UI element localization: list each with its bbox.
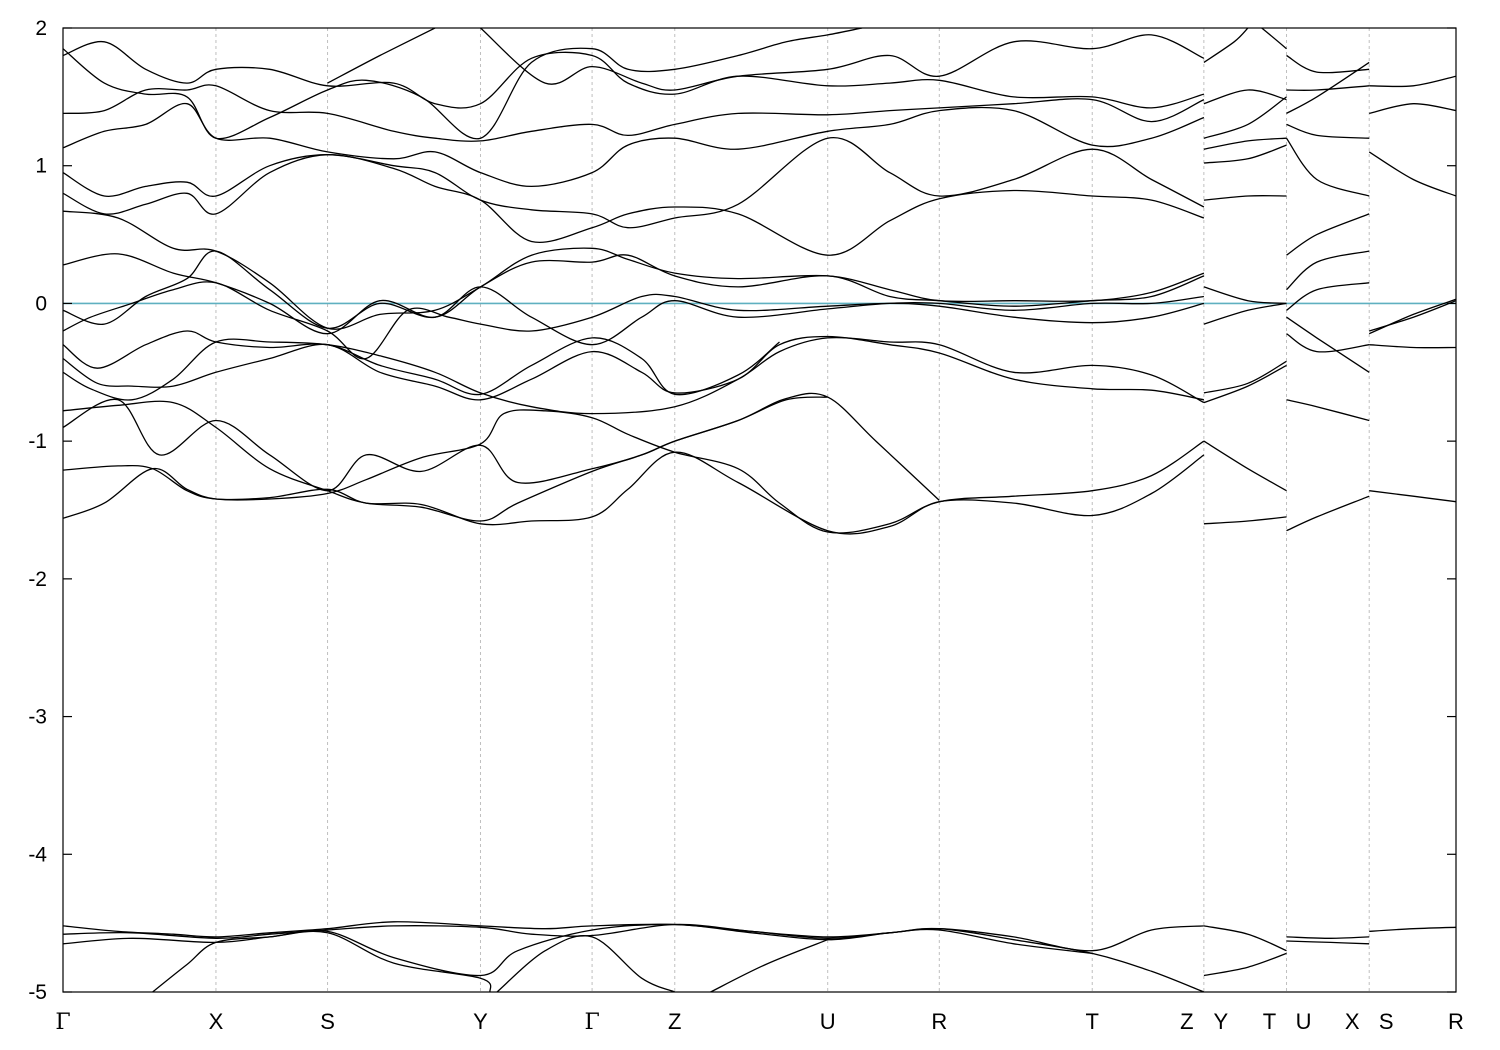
band-9 (1286, 940, 1370, 945)
band-55 (1369, 300, 1456, 332)
kpoint-label-2: S (320, 1009, 335, 1034)
kpoint-label-3: Y (473, 1009, 488, 1034)
ytick-label-1: -4 (28, 843, 47, 866)
band-11 (63, 409, 1205, 534)
band-47 (1286, 213, 1370, 256)
band-46 (1286, 250, 1370, 291)
band-28 (327, 28, 436, 84)
band-17 (63, 330, 780, 396)
band-40 (1203, 96, 1287, 139)
kpoint-label-1: X (209, 1009, 224, 1034)
kpoint-label-11: T (1263, 1009, 1276, 1034)
band-25 (63, 84, 1205, 142)
kpoint-label-4: Γ (584, 1010, 599, 1035)
kpoint-label-10: Y (1214, 1009, 1229, 1034)
band-60 (1369, 75, 1456, 88)
band-30 (1203, 286, 1287, 305)
band-42 (1261, 28, 1287, 50)
band-32 (1203, 364, 1287, 404)
band-52 (1286, 54, 1370, 74)
band-23 (63, 136, 1205, 229)
ytick-label-2: -3 (28, 706, 47, 729)
band-0 (63, 921, 1204, 952)
band-54 (1286, 495, 1370, 532)
kpoint-label-12: U (1296, 1009, 1312, 1034)
band-35 (1203, 516, 1287, 525)
ytick-label-6: 1 (35, 155, 47, 178)
band-26 (63, 40, 1205, 109)
plot-frame (62, 27, 1457, 993)
band-24 (63, 103, 1205, 188)
band-15 (63, 336, 1205, 415)
band-22 (63, 154, 1205, 256)
band-34 (1203, 440, 1287, 492)
band-13 (63, 392, 940, 501)
ytick-label-4: -1 (28, 430, 47, 453)
ytick-label-5: 0 (35, 292, 47, 315)
band-4 (496, 935, 676, 992)
band-37 (1203, 144, 1287, 164)
kpoint-label-8: T (1086, 1009, 1099, 1034)
kpoint-label-0: Γ (55, 1010, 70, 1035)
ytick-label-3: -2 (28, 568, 47, 591)
band-lines (63, 28, 1456, 992)
band-27 (63, 28, 863, 140)
ytick-label-7: 2 (35, 17, 47, 40)
band-50 (1286, 85, 1370, 91)
kpoint-label-9: Z (1180, 1009, 1193, 1034)
ytick-label-0: -5 (28, 981, 47, 1004)
band-12 (63, 451, 1205, 535)
band-14 (63, 396, 828, 522)
band-41 (1203, 28, 1249, 63)
band-18 (63, 281, 1205, 360)
kpoint-label-14: S (1379, 1009, 1394, 1034)
band-36 (1203, 195, 1287, 201)
band-20 (63, 253, 1205, 335)
band-45 (1286, 282, 1370, 311)
band-29 (480, 28, 1205, 91)
band-56 (1368, 298, 1456, 335)
band-10 (1369, 926, 1456, 933)
band-38 (1203, 137, 1287, 150)
kpoint-label-15: R (1448, 1009, 1464, 1034)
band-49 (1286, 123, 1370, 139)
band-57 (1369, 344, 1456, 349)
band-1 (63, 923, 1205, 992)
grid-lines (215, 28, 1370, 992)
band-2 (63, 923, 1093, 977)
band-19 (63, 250, 1204, 346)
band-44 (1286, 333, 1370, 353)
band-3 (152, 930, 492, 992)
kpoint-label-13: X (1345, 1009, 1360, 1034)
band-61 (1369, 490, 1456, 503)
band-48 (1285, 137, 1370, 197)
kpoint-label-5: Z (668, 1009, 681, 1034)
band-8 (1286, 936, 1370, 939)
band-16 (63, 335, 1205, 401)
band-53 (1286, 399, 1370, 422)
band-7 (1203, 952, 1287, 977)
y-axis: -5 -4 -3 -2 -1 0 1 2 (28, 17, 1456, 1004)
band-31 (1203, 302, 1287, 325)
band-59 (1369, 103, 1456, 115)
band-6 (1203, 925, 1287, 952)
band-58 (1368, 151, 1456, 197)
kpoint-label-7: R (931, 1009, 947, 1034)
band-33 (1203, 360, 1287, 394)
band-43 (1286, 316, 1370, 373)
band-5 (710, 939, 828, 992)
band-21 (63, 210, 1205, 330)
kpoint-label-6: U (820, 1009, 836, 1034)
band-39 (1203, 89, 1287, 105)
